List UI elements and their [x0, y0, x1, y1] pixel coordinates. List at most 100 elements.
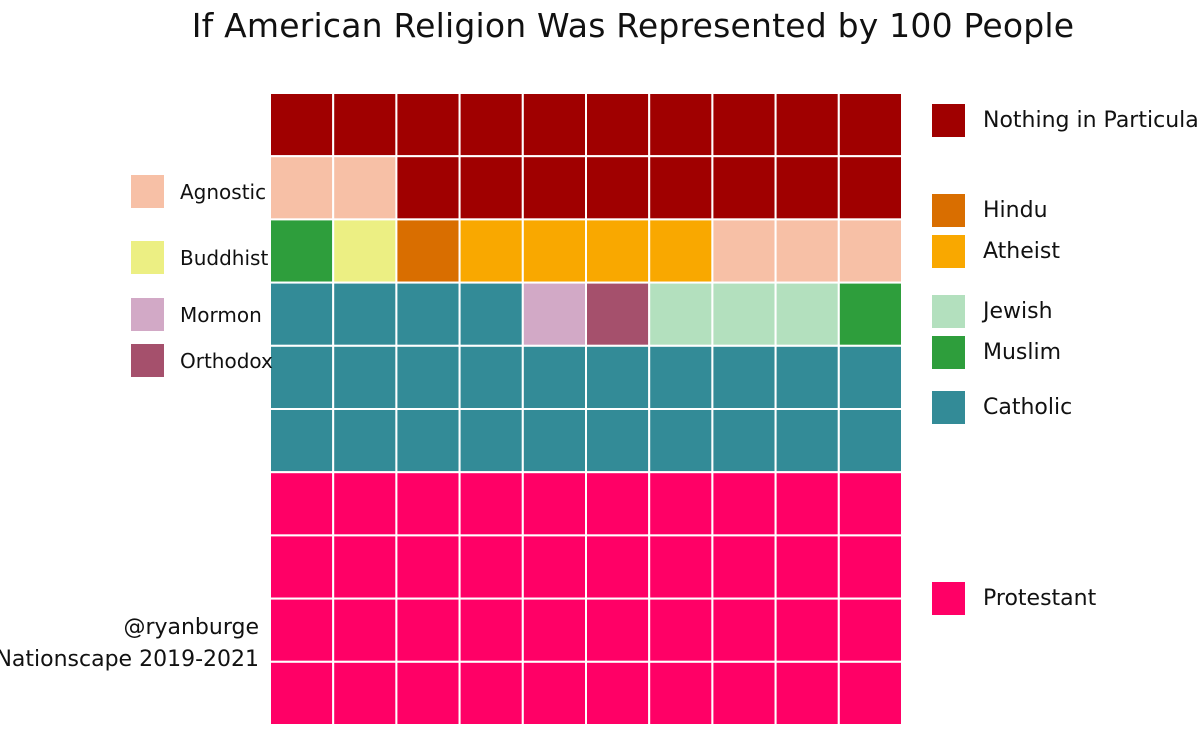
waffle-cell-catholic [395, 344, 461, 410]
waffle-cell-catholic [585, 408, 651, 474]
waffle-cell-protestant [711, 471, 777, 537]
waffle-cell-protestant [269, 471, 335, 537]
waffle-cell-protestant [332, 597, 398, 663]
waffle-cell-orthodox [585, 281, 651, 347]
waffle-cell-hindu [395, 218, 461, 284]
legend-label-muslim: Muslim [983, 340, 1062, 365]
legend-item-jewish: Jewish [932, 295, 1053, 328]
waffle-cell-nothing-in-particular [774, 155, 840, 221]
waffle-cell-protestant [711, 660, 777, 726]
waffle-cell-protestant [395, 534, 461, 600]
waffle-cell-nothing-in-particular [711, 92, 777, 158]
waffle-cell-protestant [837, 660, 903, 726]
legend-swatch-hindu [932, 194, 965, 227]
waffle-cell-catholic [458, 408, 524, 474]
waffle-cell-nothing-in-particular [395, 155, 461, 221]
waffle-cell-protestant [458, 660, 524, 726]
waffle-cell-agnostic [332, 155, 398, 221]
waffle-cell-catholic [458, 344, 524, 410]
legend-label-buddhist: Buddhist [180, 245, 269, 270]
legend-item-hindu: Hindu [932, 194, 1048, 227]
waffle-cell-catholic [269, 408, 335, 474]
waffle-cell-atheist [458, 218, 524, 284]
legend-label-nothing-in-particular: Nothing in Particular [983, 108, 1199, 133]
waffle-cell-protestant [332, 471, 398, 537]
waffle-cell-nothing-in-particular [521, 92, 587, 158]
waffle-cell-nothing-in-particular [585, 92, 651, 158]
waffle-cell-catholic [774, 408, 840, 474]
waffle-cell-protestant [458, 597, 524, 663]
waffle-cell-protestant [395, 597, 461, 663]
waffle-cell-protestant [395, 471, 461, 537]
waffle-cell-agnostic [774, 218, 840, 284]
legend-item-buddhist: Buddhist [131, 241, 268, 274]
waffle-cell-nothing-in-particular [332, 92, 398, 158]
legend-swatch-muslim [932, 336, 965, 369]
waffle-cell-catholic [269, 344, 335, 410]
waffle-cell-catholic [774, 344, 840, 410]
waffle-cell-nothing-in-particular [837, 155, 903, 221]
waffle-cell-atheist [648, 218, 714, 284]
waffle-cell-nothing-in-particular [837, 92, 903, 158]
waffle-cell-catholic [837, 344, 903, 410]
credit-author: @ryanburge [123, 615, 259, 640]
waffle-cell-catholic [458, 281, 524, 347]
waffle-cell-protestant [774, 534, 840, 600]
chart-title: If American Religion Was Represented by … [191, 6, 1075, 45]
legend-label-atheist: Atheist [983, 239, 1060, 264]
waffle-cell-agnostic [269, 155, 335, 221]
legend-item-mormon: Mormon [131, 298, 262, 331]
waffle-cell-protestant [837, 597, 903, 663]
legend-swatch-orthodox [131, 344, 164, 377]
credit-source: Nationscape 2019-2021 [0, 647, 259, 672]
waffle-cell-protestant [585, 597, 651, 663]
waffle-cell-protestant [521, 471, 587, 537]
waffle-cell-protestant [585, 660, 651, 726]
waffle-cell-catholic [711, 344, 777, 410]
waffle-cell-nothing-in-particular [458, 92, 524, 158]
waffle-cell-jewish [711, 281, 777, 347]
legend-item-nothing-in-particular: Nothing in Particular [932, 104, 1199, 137]
waffle-cell-catholic [648, 344, 714, 410]
legend-label-orthodox: Orthodox [180, 348, 273, 373]
waffle-cell-catholic [332, 408, 398, 474]
legend-swatch-catholic [932, 391, 965, 424]
waffle-cell-protestant [332, 660, 398, 726]
legend-item-protestant: Protestant [932, 582, 1096, 615]
legend-label-jewish: Jewish [983, 299, 1053, 324]
legend-swatch-agnostic [131, 175, 164, 208]
waffle-cell-catholic [521, 344, 587, 410]
legend-item-orthodox: Orthodox [131, 344, 273, 377]
legend-label-protestant: Protestant [983, 586, 1097, 611]
waffle-cell-protestant [269, 597, 335, 663]
waffle-cell-catholic [521, 408, 587, 474]
waffle-cell-catholic [269, 281, 335, 347]
waffle-cell-nothing-in-particular [648, 92, 714, 158]
waffle-cell-protestant [774, 471, 840, 537]
waffle-cell-mormon [521, 281, 587, 347]
waffle-cell-nothing-in-particular [648, 155, 714, 221]
waffle-cell-buddhist [332, 218, 398, 284]
waffle-cell-protestant [269, 534, 335, 600]
waffle-cell-nothing-in-particular [521, 155, 587, 221]
waffle-cell-nothing-in-particular [395, 92, 461, 158]
waffle-cell-protestant [269, 660, 335, 726]
waffle-cell-catholic [395, 281, 461, 347]
waffle-cell-protestant [837, 471, 903, 537]
waffle-cell-catholic [332, 344, 398, 410]
legend-swatch-protestant [932, 582, 965, 615]
legend-label-mormon: Mormon [180, 302, 262, 327]
waffle-cell-protestant [458, 471, 524, 537]
waffle-cell-atheist [521, 218, 587, 284]
legend-label-catholic: Catholic [983, 395, 1073, 420]
waffle-cell-protestant [648, 534, 714, 600]
waffle-cell-nothing-in-particular [774, 92, 840, 158]
waffle-cell-agnostic [837, 218, 903, 284]
legend-label-agnostic: Agnostic [180, 179, 267, 204]
waffle-cell-protestant [711, 597, 777, 663]
legend-item-agnostic: Agnostic [131, 175, 266, 208]
waffle-cell-jewish [774, 281, 840, 347]
legend-swatch-atheist [932, 235, 965, 268]
waffle-cell-catholic [395, 408, 461, 474]
